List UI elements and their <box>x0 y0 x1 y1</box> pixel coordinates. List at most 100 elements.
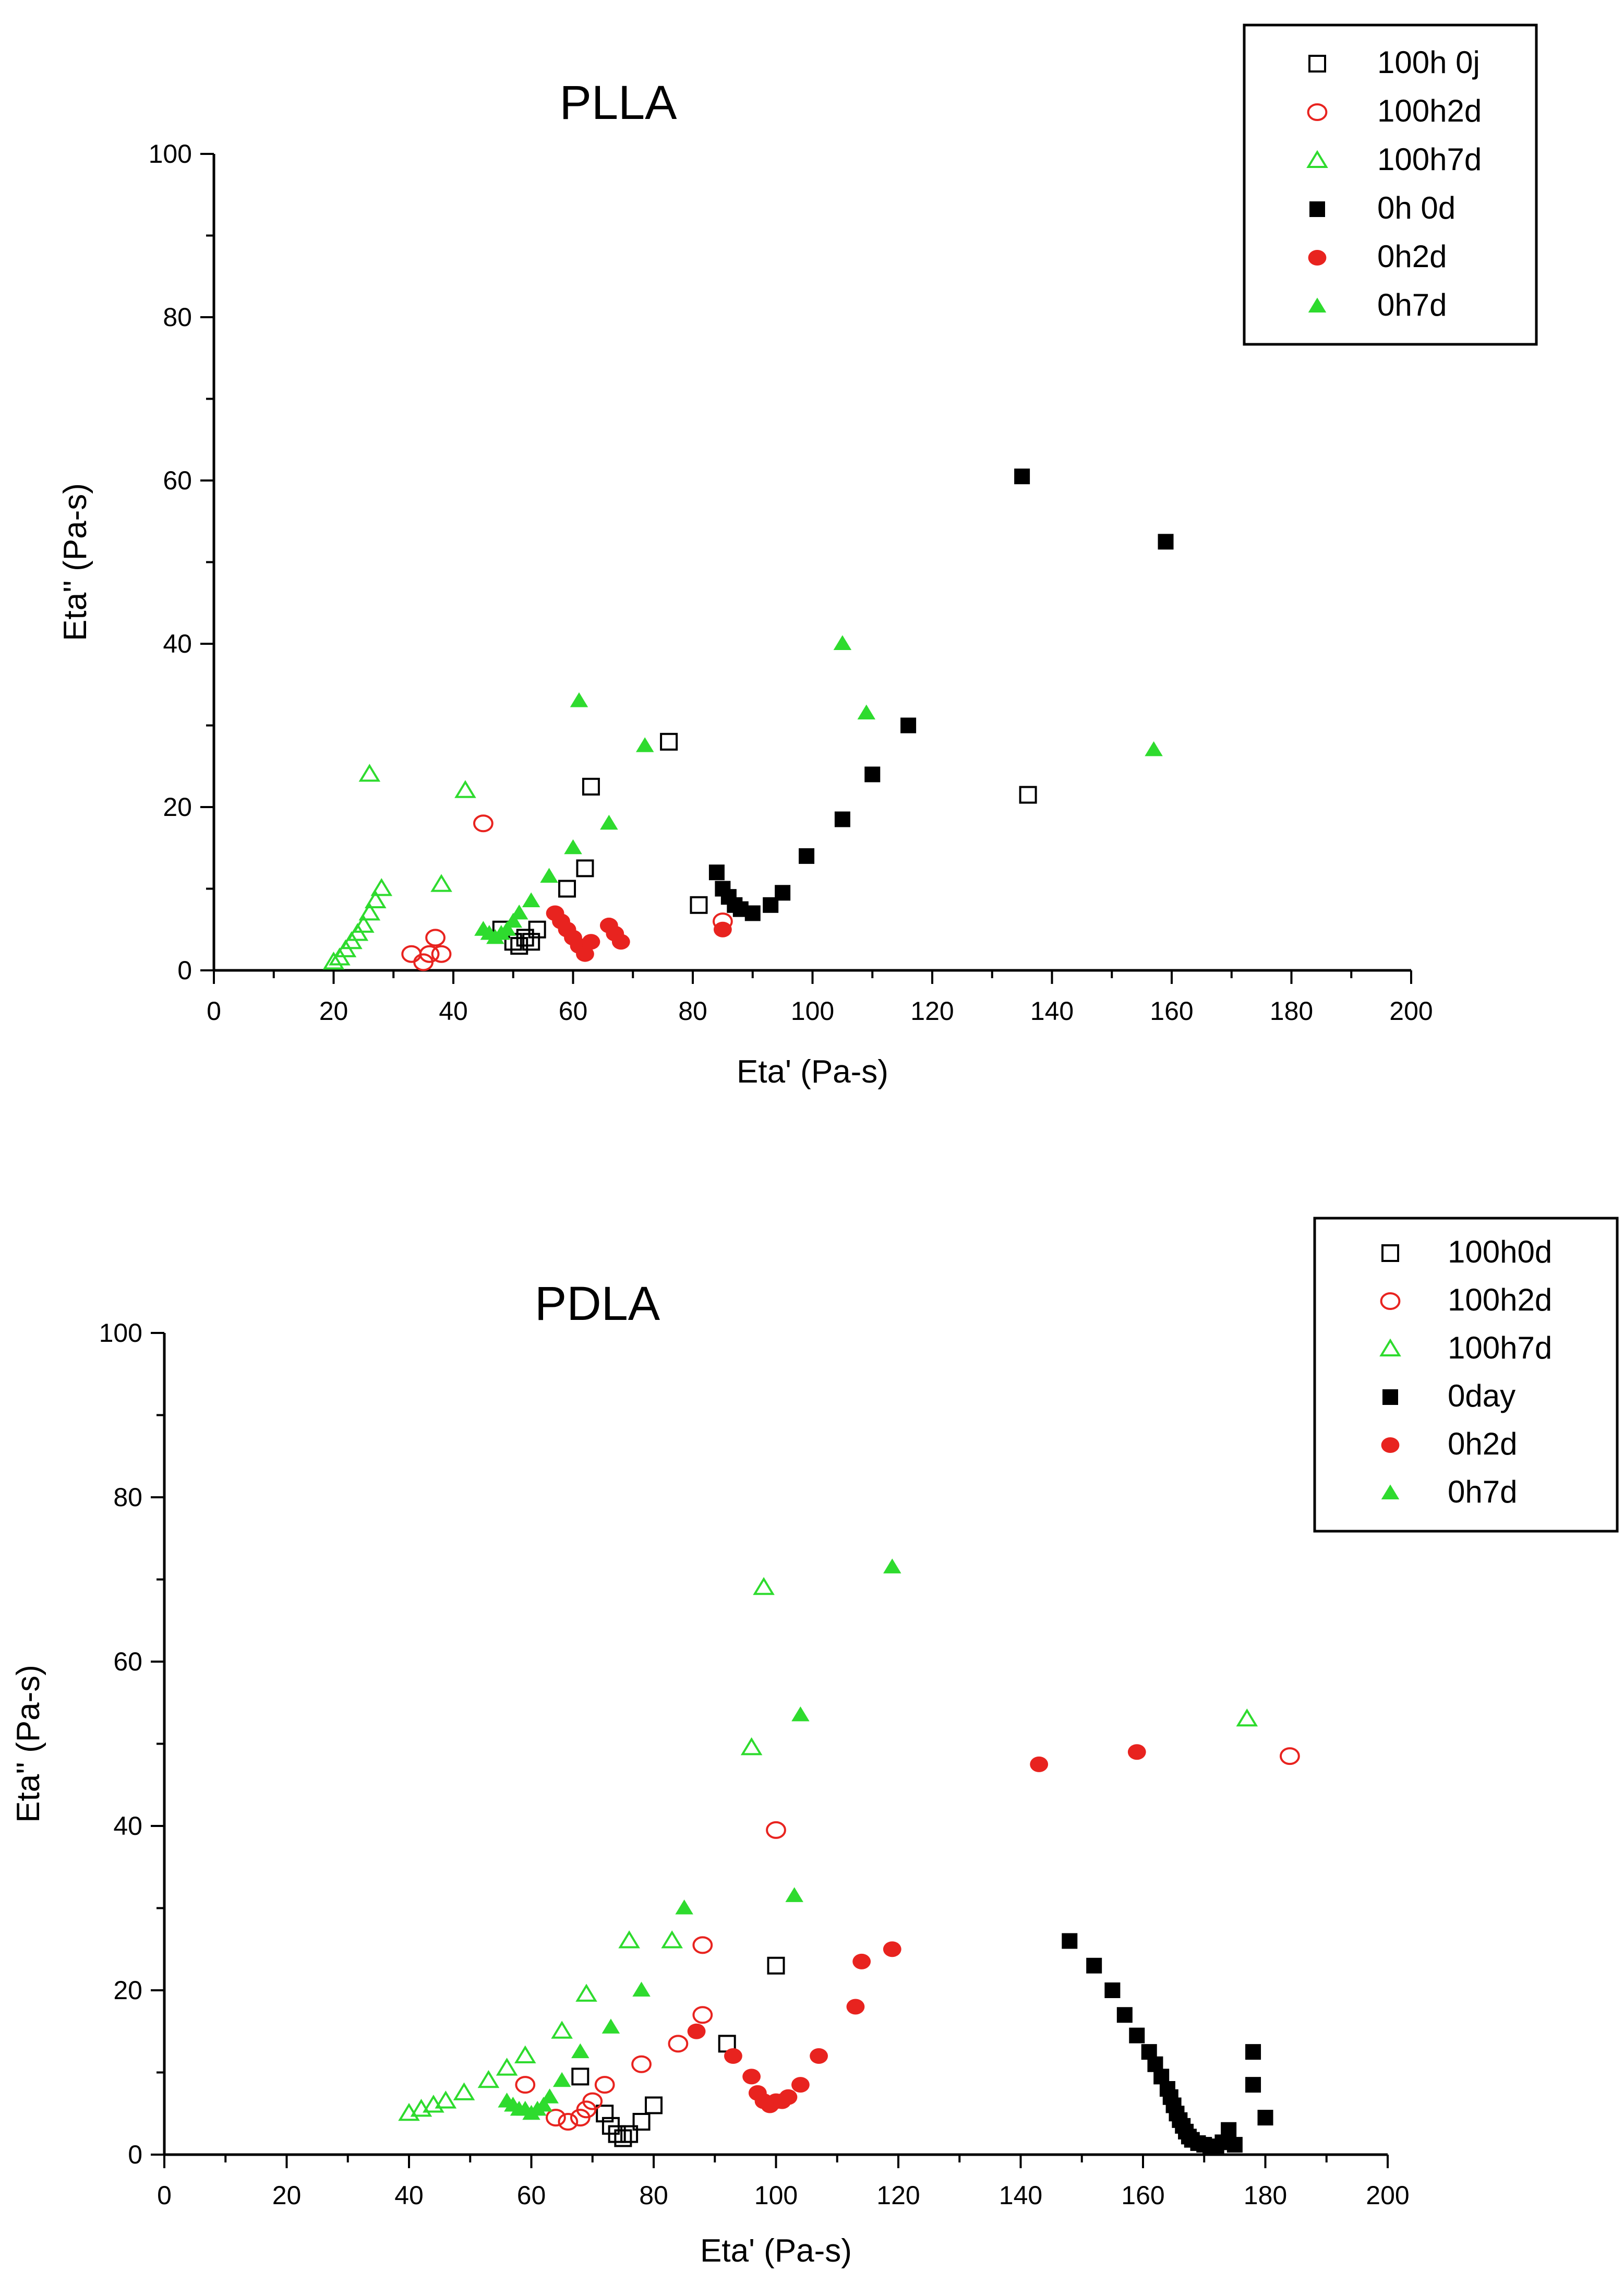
data-point-filled-square <box>1014 468 1030 485</box>
data-point-filled-circle <box>846 1999 865 2015</box>
x-tick-label: 20 <box>319 996 348 1026</box>
y-tick-label: 80 <box>163 303 192 332</box>
data-point-filled-circle <box>742 2069 761 2085</box>
data-point-hollow-circle <box>419 945 440 963</box>
series-filled-triangle <box>498 1558 901 2120</box>
data-point-filled-triangle <box>675 1899 693 1915</box>
data-point-filled-square <box>1221 2122 1237 2138</box>
data-point-filled-triangle <box>833 635 852 650</box>
legend-marker-filled-triangle <box>1381 1484 1400 1499</box>
legend-label: 100h 0j <box>1377 45 1480 80</box>
data-point-filled-triangle <box>540 868 558 883</box>
data-point-hollow-circle <box>515 2076 536 2094</box>
x-tick-label: 120 <box>910 996 954 1026</box>
y-tick-label: 100 <box>99 1318 142 1348</box>
data-point-filled-triangle <box>571 2043 590 2059</box>
data-point-filled-square <box>1129 2027 1145 2043</box>
data-point-filled-triangle <box>540 2088 559 2103</box>
chart-plla: PLLA 0 20 40 60 80 100 120 140 160 180 200 0 20 40 60 80… <box>57 23 1538 1090</box>
data-point-hollow-circle <box>546 2109 566 2127</box>
legend-marker-filled-triangle <box>1308 297 1327 312</box>
data-point-hollow-triangle <box>477 2070 500 2088</box>
data-point-hollow-square <box>522 933 540 951</box>
data-point-filled-triangle <box>883 1558 901 1573</box>
legend-marker-hollow-triangle <box>1306 150 1328 168</box>
x-tick-label: 0 <box>157 2181 172 2210</box>
x-tick-label: 120 <box>876 2181 920 2210</box>
data-point-filled-triangle <box>498 921 516 936</box>
legend: 100h 0j 100h2d 100h7d 0h 0d 0h2d 0h7d <box>1243 23 1538 346</box>
data-point-hollow-square <box>660 732 678 751</box>
data-point-filled-circle <box>810 2048 828 2064</box>
data-point-filled-triangle <box>570 692 588 707</box>
data-point-filled-square <box>1104 1982 1121 1998</box>
series-filled-triangle <box>474 635 1163 944</box>
x-tick-label: 200 <box>1366 2181 1409 2210</box>
data-point-hollow-square <box>576 859 594 877</box>
data-point-filled-triangle <box>785 1887 803 1902</box>
data-point-filled-square <box>1257 2110 1273 2126</box>
data-point-filled-square <box>775 885 791 901</box>
data-point-filled-triangle <box>635 737 654 752</box>
data-point-filled-triangle <box>552 2072 571 2087</box>
data-point-filled-circle <box>1030 1756 1049 1772</box>
y-tick-label: 60 <box>163 466 192 495</box>
legend-label: 0h2d <box>1377 239 1447 274</box>
data-point-hollow-triangle <box>1236 1708 1258 1727</box>
series-filled-square <box>708 468 1174 921</box>
legend-label: 0day <box>1448 1378 1515 1413</box>
data-point-filled-triangle <box>522 892 540 907</box>
data-point-filled-square <box>1245 2077 1261 2093</box>
data-point-hollow-circle <box>582 2092 603 2110</box>
data-point-filled-square <box>864 766 881 783</box>
y-tick-label: 0 <box>177 956 192 985</box>
legend-label: 0h7d <box>1448 1474 1517 1509</box>
series-hollow-square <box>571 1956 785 2147</box>
data-point-hollow-square <box>1019 786 1037 804</box>
data-point-hollow-triangle <box>514 2045 536 2063</box>
data-point-hollow-triangle <box>575 1984 597 2002</box>
data-point-hollow-triangle <box>661 1930 683 1949</box>
x-tick-label: 140 <box>1030 996 1074 1026</box>
data-point-filled-circle <box>1127 1744 1146 1760</box>
data-point-filled-triangle <box>534 2096 553 2112</box>
x-tick-label: 60 <box>559 996 588 1026</box>
data-point-hollow-circle <box>425 929 446 947</box>
legend-label: 0h2d <box>1448 1426 1517 1461</box>
chart-title: PLLA <box>559 76 677 129</box>
data-point-hollow-circle <box>558 2113 579 2131</box>
data-point-hollow-square <box>571 2067 590 2086</box>
data-point-filled-square <box>900 717 917 734</box>
data-point-filled-triangle <box>504 912 522 928</box>
data-point-hollow-triangle <box>358 903 381 921</box>
data-point-hollow-triangle <box>454 780 476 798</box>
data-point-filled-circle <box>611 934 630 950</box>
data-point-filled-circle <box>779 2089 798 2105</box>
data-point-hollow-square <box>632 2113 651 2131</box>
data-point-filled-square <box>799 848 815 864</box>
data-point-filled-triangle <box>1145 741 1163 756</box>
data-point-hollow-circle <box>668 2035 689 2053</box>
legend-label: 100h7d <box>1377 142 1482 177</box>
data-point-hollow-triangle <box>430 874 452 892</box>
x-tick-label: 20 <box>272 2181 302 2210</box>
y-tick-label: 80 <box>113 1483 142 1512</box>
data-point-hollow-circle <box>766 1821 786 1839</box>
data-point-hollow-triangle <box>358 764 381 782</box>
x-tick-label: 100 <box>754 2181 798 2210</box>
data-point-hollow-circle <box>631 2055 652 2073</box>
data-point-filled-triangle <box>602 2018 620 2034</box>
data-point-filled-square <box>1226 2137 1243 2153</box>
series-filled-circle <box>546 905 732 962</box>
data-point-hollow-triangle <box>365 890 387 908</box>
data-point-hollow-square <box>596 2105 614 2123</box>
y-axis-label: Eta'' (Pa-s) <box>10 1665 46 1823</box>
x-tick-label: 80 <box>639 2181 668 2210</box>
x-axis-label: Eta' (Pa-s) <box>700 2233 852 2269</box>
y-tick-label: 40 <box>113 1811 142 1841</box>
y-tick-label: 40 <box>163 629 192 658</box>
data-point-hollow-triangle <box>496 2058 518 2076</box>
data-point-hollow-triangle <box>370 878 393 896</box>
legend-marker-hollow-circle <box>1307 103 1328 121</box>
